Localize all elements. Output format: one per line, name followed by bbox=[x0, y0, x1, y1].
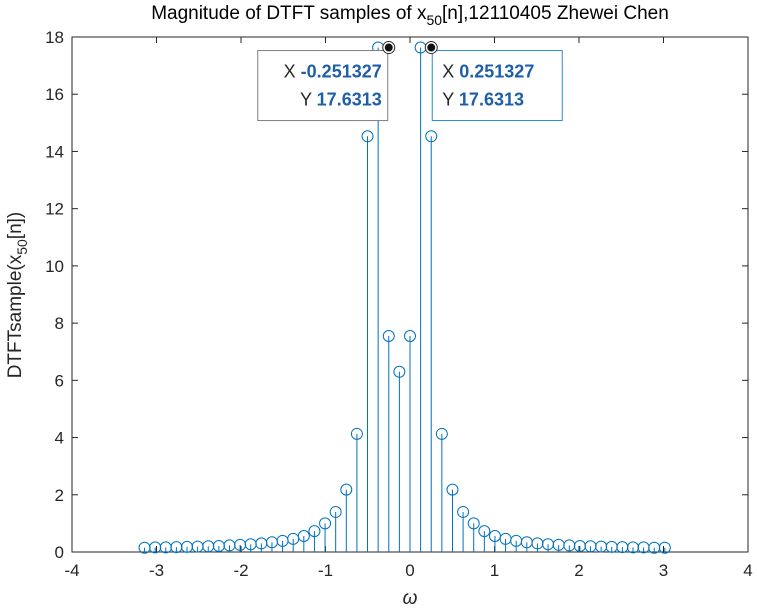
stem-marker[interactable] bbox=[467, 517, 480, 530]
stem-marker[interactable] bbox=[361, 130, 374, 143]
stem-marker[interactable] bbox=[435, 427, 448, 440]
stem-marker[interactable] bbox=[308, 525, 321, 538]
datatip-y-row: Y 17.6313 bbox=[442, 90, 524, 110]
y-tick-label: 18 bbox=[45, 28, 64, 47]
stems bbox=[138, 41, 671, 554]
y-tick-label: 12 bbox=[45, 200, 64, 219]
x-tick-label: 4 bbox=[743, 561, 752, 580]
stem-marker[interactable] bbox=[478, 525, 491, 538]
x-tick-label: 3 bbox=[659, 561, 668, 580]
stem-marker[interactable] bbox=[382, 329, 395, 342]
datatip-x-row: X -0.251327 bbox=[284, 62, 382, 82]
datatip-y-row: Y 17.6313 bbox=[300, 90, 382, 110]
y-tick-label: 14 bbox=[45, 142, 64, 161]
datatip-box bbox=[431, 50, 563, 122]
x-tick-label: 0 bbox=[405, 561, 414, 580]
stem-marker[interactable] bbox=[340, 483, 353, 496]
stem-marker[interactable] bbox=[446, 483, 459, 496]
x-tick-label: 2 bbox=[574, 561, 583, 580]
datatip-point bbox=[427, 43, 436, 52]
stem-marker[interactable] bbox=[457, 505, 470, 518]
x-axis-label: ω bbox=[403, 588, 418, 609]
stem-marker[interactable] bbox=[350, 427, 363, 440]
datatip[interactable]: X -0.251327 Y 17.6313 bbox=[257, 41, 396, 122]
y-tick-label: 4 bbox=[55, 429, 64, 448]
x-tick-label: -1 bbox=[318, 561, 333, 580]
stem-marker[interactable] bbox=[404, 329, 416, 342]
y-tick-label: 2 bbox=[55, 486, 64, 505]
y-tick-label: 8 bbox=[55, 314, 64, 333]
x-tick-label: -4 bbox=[64, 561, 79, 580]
stem-marker[interactable] bbox=[297, 529, 310, 542]
y-tick-label: 10 bbox=[45, 257, 64, 276]
y-axis-label: DTFTsample(x50[n]) bbox=[5, 212, 30, 379]
x-ticks: -4 -3 -2 -1 0 1 2 3 4 bbox=[64, 37, 753, 580]
y-tick-label: 16 bbox=[45, 85, 64, 104]
chart-title: Magnitude of DTFT samples of x50[n],1211… bbox=[151, 3, 669, 28]
y-tick-label: 0 bbox=[55, 543, 64, 562]
datatip-x-row: X 0.251327 bbox=[442, 62, 534, 82]
datatips: X -0.251327 Y 17.6313 X 0.251327 Y 17.6313 bbox=[257, 41, 563, 122]
x-tick-label: -3 bbox=[149, 561, 164, 580]
stem-marker[interactable] bbox=[329, 505, 342, 518]
y-ticks: 0 2 4 6 8 10 12 14 16 18 bbox=[45, 28, 748, 562]
x-tick-label: -2 bbox=[233, 561, 248, 580]
datatip-point bbox=[384, 43, 393, 52]
datatip-box bbox=[257, 50, 389, 122]
stem-marker[interactable] bbox=[658, 541, 671, 554]
stem-marker[interactable] bbox=[425, 130, 438, 143]
x-tick-label: 1 bbox=[490, 561, 499, 580]
stem-marker[interactable] bbox=[393, 365, 406, 378]
y-tick-label: 6 bbox=[55, 371, 64, 390]
datatip[interactable]: X 0.251327 Y 17.6313 bbox=[424, 41, 563, 122]
stem-marker[interactable] bbox=[319, 517, 332, 530]
